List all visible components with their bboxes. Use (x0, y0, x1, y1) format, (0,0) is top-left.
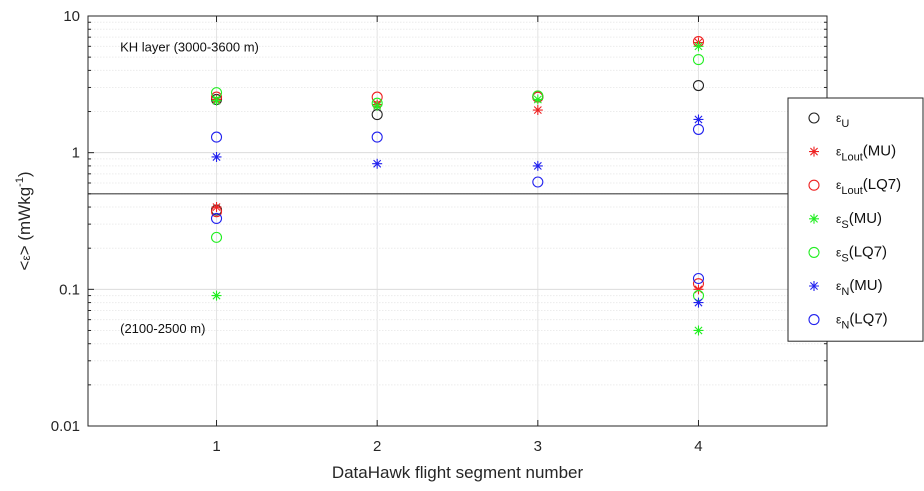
data-point (211, 95, 222, 106)
data-point (692, 278, 705, 290)
legend-marker (809, 146, 819, 157)
data-point (693, 114, 704, 125)
data-point (532, 105, 543, 116)
legend-item: εLout(LQ7) (808, 176, 901, 197)
legend-item: εU (808, 111, 849, 130)
data-point (210, 131, 223, 143)
legend-label: εS(MU) (836, 210, 882, 231)
legend-label: εN(LQ7) (836, 311, 888, 332)
data-point (210, 206, 223, 218)
legend-label: εU (836, 111, 849, 130)
annotation-label: KH layer (3000-3600 m) (120, 39, 259, 54)
data-point (692, 54, 705, 66)
x-tick-label: 2 (373, 438, 381, 455)
legend-label: εN(MU) (836, 277, 883, 298)
y-axis-label: <ε> (mWkg-1) (14, 171, 34, 270)
data-point (692, 272, 705, 285)
x-tick-label: 3 (534, 438, 542, 455)
data-point (372, 158, 383, 169)
x-tick-label: 1 (212, 438, 220, 455)
y-axis-label-epsilon: ε (19, 255, 33, 261)
data-point (693, 284, 704, 295)
data-point (211, 151, 222, 162)
series-n-lq7 (210, 123, 705, 285)
data-point (532, 94, 543, 105)
legend-item: εS(LQ7) (808, 243, 887, 264)
tick-labels: 1 2 3 4 0.01 0.1 1 10 (51, 8, 703, 455)
data-point (693, 297, 704, 308)
legend-label: εS(LQ7) (836, 243, 887, 264)
data-point (693, 41, 704, 52)
series-lout-lq7 (210, 36, 705, 290)
y-axis-label-tail: ) (15, 171, 34, 177)
legend-box (787, 97, 924, 342)
legend-item: εS(MU) (809, 210, 882, 231)
y-tick-label: 1 (72, 145, 80, 162)
y-axis-label-sup: -1 (14, 177, 26, 187)
x-tick-label: 4 (694, 438, 702, 455)
data-point (693, 325, 704, 336)
legend-item: εLout(MU) (809, 143, 896, 164)
legend-item: εN(MU) (809, 277, 883, 298)
y-axis-label-mid: > (mWkg (15, 187, 34, 255)
series-n-mu (211, 114, 704, 308)
annotations: KH layer (3000-3600 m) (2100-2500 m) (120, 39, 259, 335)
x-axis-label: DataHawk flight segment number (332, 463, 584, 482)
data-point (210, 231, 223, 243)
data-point (371, 97, 383, 109)
data-point (532, 90, 544, 102)
data-point (210, 87, 223, 99)
data-point (692, 123, 705, 135)
legend-label: εLout(LQ7) (836, 176, 901, 197)
legend-label: εLout(MU) (836, 143, 896, 164)
data-point (371, 131, 383, 143)
data-points (210, 36, 705, 336)
legend: εU εLout(MU) εLout(LQ7) εS(MU) εS(LQ7) εN(MU)… (787, 97, 924, 342)
legend-marker (809, 213, 819, 224)
annotation-label: (2100-2500 m) (120, 321, 205, 336)
y-axis-label-lead: < (15, 261, 34, 271)
series-s-mu (211, 41, 704, 336)
legend-marker (808, 246, 820, 258)
y-tick-label: 0.01 (51, 418, 80, 435)
data-point (532, 176, 544, 188)
data-point (692, 79, 705, 92)
data-point (372, 100, 383, 111)
legend-marker (808, 179, 820, 191)
data-point (211, 290, 222, 301)
legend-marker (809, 281, 819, 291)
legend-item: εN(LQ7) (808, 311, 888, 332)
y-tick-label: 10 (63, 8, 80, 25)
grid-lines (88, 15, 827, 427)
data-point (210, 212, 223, 225)
plot-area (88, 16, 827, 426)
legend-marker (808, 112, 820, 124)
legend-marker (808, 314, 820, 326)
data-point (532, 160, 543, 171)
y-tick-label: 0.1 (59, 281, 80, 298)
